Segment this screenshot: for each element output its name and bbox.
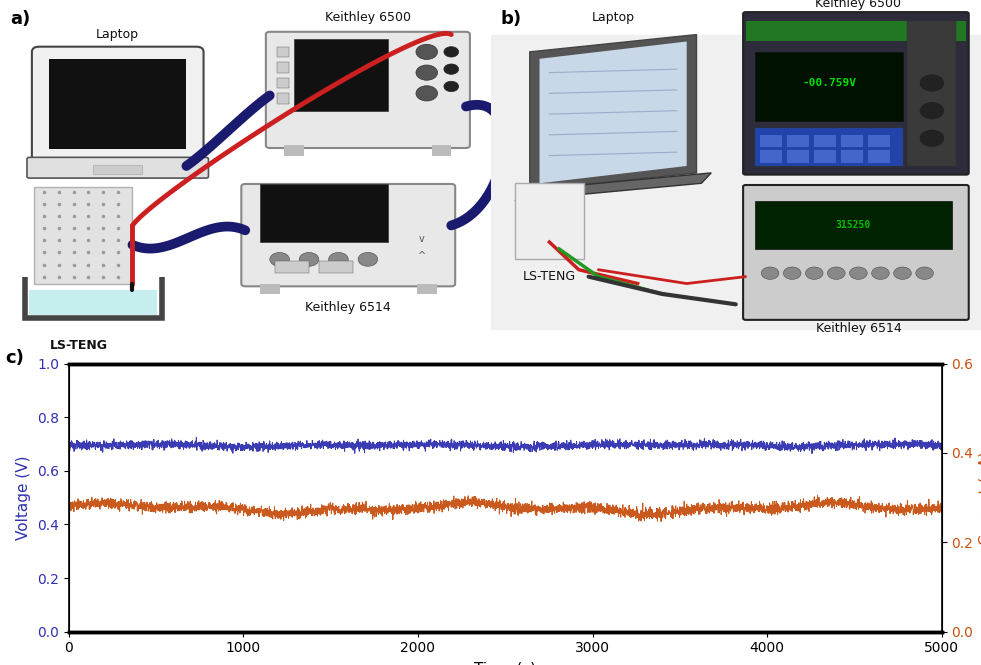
Bar [260,283,280,294]
Circle shape [416,86,438,101]
Text: v: v [419,233,425,243]
FancyBboxPatch shape [241,184,455,287]
Text: 315250: 315250 [836,219,871,230]
Circle shape [761,267,779,279]
Bar [294,39,388,110]
Text: Keithley 6500: Keithley 6500 [325,11,411,24]
Bar [284,145,304,156]
Text: Keithley 6500: Keithley 6500 [815,0,902,11]
Circle shape [784,267,800,279]
Circle shape [894,267,911,279]
Circle shape [358,253,378,266]
Text: c): c) [5,349,24,367]
Circle shape [416,45,438,59]
Text: ^: ^ [418,251,426,261]
Bar [319,261,353,273]
Bar [814,135,836,147]
Circle shape [920,74,945,92]
Bar [755,128,903,166]
Bar [490,35,981,329]
Bar [278,93,289,104]
Text: Keithley 6514: Keithley 6514 [815,322,902,334]
Circle shape [805,267,823,279]
Text: -00.759V: -00.759V [801,78,856,88]
Bar [432,145,451,156]
Polygon shape [530,35,697,190]
FancyBboxPatch shape [744,185,969,320]
Text: LS-TENG: LS-TENG [523,270,576,283]
Bar [842,135,863,147]
Circle shape [872,267,889,279]
Circle shape [916,267,934,279]
Circle shape [329,253,348,266]
Y-axis label: Current (μA): Current (μA) [979,451,981,545]
Bar [515,184,584,259]
FancyBboxPatch shape [31,47,204,161]
Y-axis label: Voltage (V): Voltage (V) [17,456,31,540]
Bar [34,187,132,283]
Bar [260,184,387,242]
Bar [278,78,289,88]
Circle shape [920,130,945,147]
Bar [788,150,809,162]
Polygon shape [540,41,687,184]
Circle shape [270,253,289,266]
Circle shape [444,47,459,57]
Text: a): a) [10,11,30,29]
Bar [755,201,952,249]
Circle shape [850,267,867,279]
Bar [417,283,437,294]
Circle shape [416,65,438,80]
FancyBboxPatch shape [744,12,969,175]
Circle shape [299,253,319,266]
Text: Keithley 6514: Keithley 6514 [305,301,391,314]
Text: Laptop: Laptop [96,29,139,41]
Bar [760,135,783,147]
Bar [755,52,903,121]
Bar [93,165,142,174]
X-axis label: Time (s): Time (s) [474,661,537,665]
FancyBboxPatch shape [27,158,209,178]
Bar [868,150,891,162]
Circle shape [444,81,459,92]
Bar [788,135,809,147]
Text: LS-TENG: LS-TENG [49,339,108,352]
Bar [760,150,783,162]
Bar [275,261,309,273]
Bar [842,150,863,162]
Bar [814,150,836,162]
Circle shape [920,102,945,119]
Text: b): b) [500,11,522,29]
Bar [868,135,891,147]
Bar [278,63,289,72]
Polygon shape [515,173,711,201]
FancyBboxPatch shape [266,32,470,148]
Bar [49,59,186,149]
Bar [907,21,956,166]
Bar [746,21,966,41]
Bar [278,47,289,57]
Text: Laptop: Laptop [592,11,635,24]
Bar [29,290,157,315]
Circle shape [828,267,846,279]
Circle shape [444,64,459,74]
